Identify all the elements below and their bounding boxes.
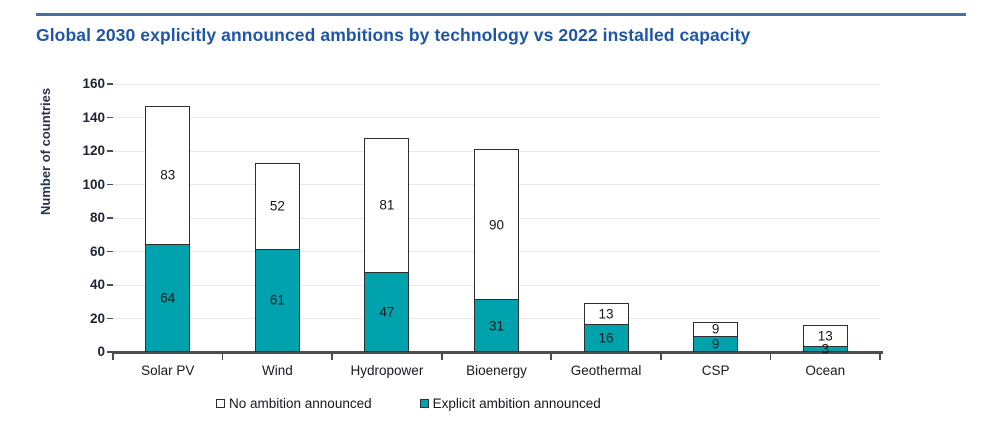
bar-segment-explicit: 31	[474, 300, 519, 352]
y-tick-label: 20	[89, 310, 105, 326]
bar-segment-explicit: 61	[254, 249, 300, 352]
x-axis-tick	[440, 353, 443, 360]
bar-segment-no-ambition: 81	[364, 137, 410, 274]
explicit-value-label: 16	[598, 330, 614, 346]
no-ambition-value-label: 81	[379, 197, 395, 213]
x-axis-tick	[331, 353, 333, 360]
gridline	[113, 83, 880, 85]
x-category-label: Ocean	[805, 363, 846, 378]
no-ambition-value-label: 13	[817, 328, 833, 344]
no-ambition-value-label: 52	[269, 198, 285, 214]
explicit-value-label: 47	[379, 304, 395, 320]
y-tick-mark	[107, 317, 113, 320]
x-category-label: Hydropower	[350, 363, 424, 378]
top-rule-divider	[36, 13, 966, 16]
bar-segment-no-ambition: 83	[145, 105, 191, 245]
y-tick-label: 160	[82, 76, 105, 91]
y-tick-label: 140	[82, 109, 105, 125]
y-axis-label: Number of countries	[38, 87, 53, 215]
y-tick-mark	[107, 183, 113, 186]
y-tick-mark	[107, 116, 113, 119]
x-axis-tick	[550, 353, 553, 360]
bar-segment-no-ambition: 9	[693, 321, 739, 337]
no-ambition-value-label: 90	[488, 217, 505, 233]
bar-segment-no-ambition: 90	[474, 149, 519, 301]
x-axis-tick	[769, 353, 772, 360]
gridline	[113, 117, 880, 118]
legend-item-explicit: Explicit ambition announced	[419, 396, 601, 411]
y-tick-label: 0	[97, 344, 105, 359]
x-category-label: Geothermal	[570, 363, 642, 378]
bar-segment-explicit: 3	[802, 342, 848, 356]
y-tick-mark	[107, 250, 113, 253]
explicit-value-label: 31	[488, 318, 505, 334]
y-tick-mark	[107, 217, 113, 219]
y-tick-label: 80	[89, 210, 105, 225]
bar-segment-no-ambition: 13	[583, 303, 629, 326]
y-tick-mark	[107, 83, 113, 85]
x-axis-tick	[660, 353, 662, 360]
y-tick-mark	[107, 150, 113, 152]
y-tick-mark	[107, 284, 113, 286]
bar-segment-explicit: 16	[583, 325, 629, 352]
bar-segment-no-ambition: 13	[802, 325, 848, 347]
x-axis-tick	[221, 353, 224, 360]
no-ambition-swatch-icon	[216, 399, 225, 408]
no-ambition-value-label: 83	[160, 167, 176, 183]
legend: No ambition announced Explicit ambition …	[216, 396, 601, 411]
x-axis-tick	[112, 353, 114, 360]
bar-segment-explicit: 47	[364, 273, 410, 352]
y-tick-label: 120	[82, 143, 105, 158]
y-tick-mark	[107, 351, 113, 353]
explicit-value-label: 61	[269, 292, 285, 308]
legend-item-no-ambition: No ambition announced	[216, 396, 372, 411]
x-axis-tick	[879, 353, 881, 360]
explicit-ambition-swatch-icon	[419, 399, 429, 408]
legend-label-explicit: Explicit ambition announced	[432, 396, 601, 411]
x-category-label: Bioenergy	[466, 363, 527, 378]
explicit-value-label: 64	[160, 290, 176, 306]
x-category-label: CSP	[701, 363, 730, 378]
chart-title: Global 2030 explicitly announced ambitio…	[36, 25, 751, 45]
no-ambition-value-label: 9	[711, 321, 720, 337]
x-axis-line	[112, 351, 883, 354]
explicit-value-label: 9	[711, 336, 720, 352]
bar-segment-explicit: 9	[693, 336, 739, 352]
explicit-value-label: 3	[821, 341, 829, 357]
x-category-label: Solar PV	[141, 363, 195, 378]
y-tick-label: 60	[89, 243, 105, 259]
bar-segment-no-ambition: 52	[254, 162, 300, 250]
x-category-label: Wind	[261, 363, 293, 378]
y-tick-label: 40	[89, 277, 105, 292]
plot-area: 0 20 40 60 80 100 120 140 160 83 64 Solar PV 52 61 Win…	[82, 76, 883, 378]
no-ambition-value-label: 13	[598, 306, 614, 322]
y-tick-label: 100	[82, 176, 105, 192]
bar-segment-explicit: 64	[145, 244, 191, 352]
legend-label-no-ambition: No ambition announced	[229, 396, 372, 411]
